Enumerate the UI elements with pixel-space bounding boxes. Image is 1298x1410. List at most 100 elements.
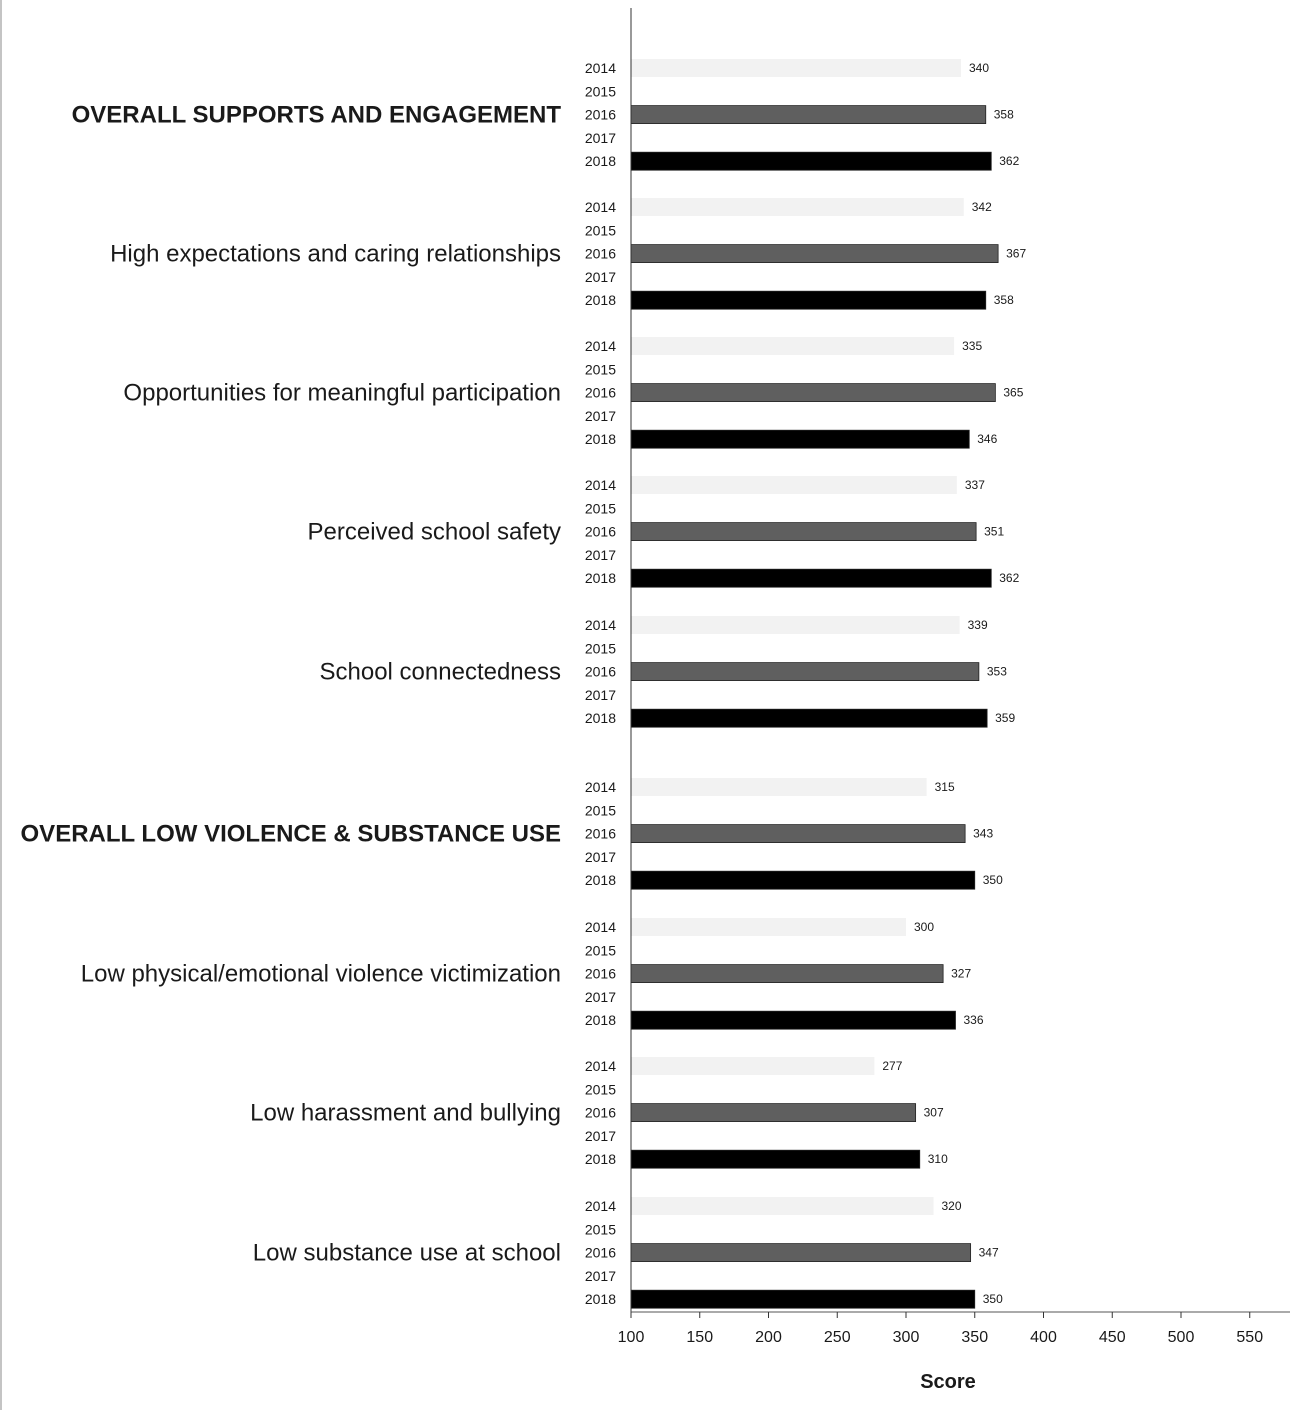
category-label-opportunities-for-meaningful-participation: Opportunities for meaningful participati… xyxy=(123,380,561,407)
x-tick-label: 550 xyxy=(1236,1329,1263,1346)
value-label-overall-low-violence-substance-use-2016: 343 xyxy=(973,827,993,841)
value-label-opportunities-for-meaningful-participation-2016: 365 xyxy=(1003,386,1023,400)
value-label-low-physical-emotional-violence-victimization-2016: 327 xyxy=(951,967,971,981)
year-label: 2014 xyxy=(585,1058,616,1074)
x-tick-label: 400 xyxy=(1030,1329,1057,1346)
year-label: 2017 xyxy=(585,687,616,703)
value-label-perceived-school-safety-2014: 337 xyxy=(965,478,985,492)
year-label: 2015 xyxy=(585,640,616,656)
year-label: 2016 xyxy=(585,524,616,540)
year-label: 2015 xyxy=(585,802,616,818)
category-label-low-harassment-and-bullying: Low harassment and bullying xyxy=(250,1100,561,1127)
bar-low-physical-emotional-violence-victimization-2018 xyxy=(630,1010,956,1030)
value-label-low-substance-use-at-school-2014: 320 xyxy=(942,1199,962,1213)
bar-low-harassment-and-bullying-2016 xyxy=(630,1103,917,1122)
labels-layer: OVERALL SUPPORTS AND ENGAGEMENT 2014 340 20… xyxy=(21,60,1027,1307)
year-label: 2016 xyxy=(585,1245,616,1261)
bar-perceived-school-safety-2014 xyxy=(631,476,957,494)
bar-school-connectedness-2014 xyxy=(631,616,960,634)
x-tick-label: 300 xyxy=(893,1329,920,1346)
year-label: 2016 xyxy=(585,385,616,401)
year-label: 2016 xyxy=(585,826,616,842)
category-label-high-expectations-and-caring-relationships: High expectations and caring relationshi… xyxy=(110,241,561,268)
bars-layer xyxy=(630,59,999,1309)
year-label: 2014 xyxy=(585,338,616,354)
bar-opportunities-for-meaningful-participation-2014 xyxy=(631,337,955,355)
year-label: 2018 xyxy=(585,1012,616,1028)
year-label: 2015 xyxy=(585,942,616,958)
year-label: 2014 xyxy=(585,1198,616,1214)
category-label-overall-supports-and-engagement: OVERALL SUPPORTS AND ENGAGEMENT xyxy=(72,102,562,129)
year-label: 2018 xyxy=(585,872,616,888)
bar-overall-low-violence-substance-use-2016 xyxy=(630,824,966,843)
value-label-low-substance-use-at-school-2018: 350 xyxy=(983,1292,1003,1306)
bar-perceived-school-safety-2016 xyxy=(630,522,977,541)
x-tick-label: 250 xyxy=(824,1329,851,1346)
bar-low-substance-use-at-school-2014 xyxy=(631,1197,934,1215)
year-label: 2017 xyxy=(585,849,616,865)
bar-overall-supports-and-engagement-2014 xyxy=(631,59,961,77)
value-label-low-harassment-and-bullying-2016: 307 xyxy=(924,1106,944,1120)
x-tick-label: 350 xyxy=(961,1329,988,1346)
year-label: 2015 xyxy=(585,500,616,516)
bar-school-connectedness-2016 xyxy=(630,662,980,681)
year-label: 2014 xyxy=(585,779,616,795)
year-label: 2018 xyxy=(585,153,616,169)
year-label: 2015 xyxy=(585,83,616,99)
year-label: 2015 xyxy=(585,222,616,238)
bar-overall-supports-and-engagement-2018 xyxy=(630,151,992,171)
year-label: 2017 xyxy=(585,1268,616,1284)
year-label: 2016 xyxy=(585,664,616,680)
value-label-overall-supports-and-engagement-2016: 358 xyxy=(994,108,1014,122)
value-label-high-expectations-and-caring-relationships-2018: 358 xyxy=(994,293,1014,307)
bar-low-harassment-and-bullying-2014 xyxy=(631,1057,875,1075)
bar-high-expectations-and-caring-relationships-2018 xyxy=(630,290,987,310)
category-label-overall-low-violence-substance-use: OVERALL LOW VIOLENCE & SUBSTANCE USE xyxy=(21,821,561,848)
bar-overall-low-violence-substance-use-2014 xyxy=(631,778,927,796)
value-label-high-expectations-and-caring-relationships-2016: 367 xyxy=(1006,247,1026,261)
bar-opportunities-for-meaningful-participation-2018 xyxy=(630,429,970,449)
year-label: 2014 xyxy=(585,477,616,493)
year-label: 2014 xyxy=(585,617,616,633)
value-label-overall-supports-and-engagement-2018: 362 xyxy=(999,154,1019,168)
category-label-low-substance-use-at-school: Low substance use at school xyxy=(253,1240,561,1267)
year-label: 2018 xyxy=(585,1151,616,1167)
year-label: 2018 xyxy=(585,431,616,447)
value-label-overall-supports-and-engagement-2014: 340 xyxy=(969,61,989,75)
year-label: 2017 xyxy=(585,547,616,563)
x-tick-label: 150 xyxy=(686,1329,713,1346)
bar-low-physical-emotional-violence-victimization-2016 xyxy=(630,964,944,983)
x-tick-label: 200 xyxy=(755,1329,782,1346)
year-label: 2016 xyxy=(585,1105,616,1121)
value-label-low-harassment-and-bullying-2018: 310 xyxy=(928,1152,948,1166)
value-label-perceived-school-safety-2018: 362 xyxy=(999,571,1019,585)
value-label-opportunities-for-meaningful-participation-2018: 346 xyxy=(977,432,997,446)
value-label-opportunities-for-meaningful-participation-2014: 335 xyxy=(962,339,982,353)
bar-school-connectedness-2018 xyxy=(630,708,988,728)
category-label-school-connectedness: School connectedness xyxy=(320,659,562,686)
bar-low-harassment-and-bullying-2018 xyxy=(630,1149,921,1169)
year-label: 2016 xyxy=(585,966,616,982)
value-label-low-substance-use-at-school-2016: 347 xyxy=(979,1246,999,1260)
x-tick-label: 100 xyxy=(618,1329,645,1346)
year-label: 2014 xyxy=(585,919,616,935)
year-label: 2018 xyxy=(585,570,616,586)
bar-perceived-school-safety-2018 xyxy=(630,568,992,588)
category-label-low-physical-emotional-violence-victimization: Low physical/emotional violence victimiz… xyxy=(81,961,561,988)
bar-opportunities-for-meaningful-participation-2016 xyxy=(630,383,996,403)
category-label-perceived-school-safety: Perceived school safety xyxy=(308,519,561,546)
bar-low-substance-use-at-school-2016 xyxy=(630,1243,972,1262)
year-label: 2018 xyxy=(585,710,616,726)
year-label: 2016 xyxy=(585,246,616,262)
x-tick-label: 500 xyxy=(1168,1329,1195,1346)
year-label: 2015 xyxy=(585,1221,616,1237)
year-label: 2016 xyxy=(585,107,616,123)
bar-high-expectations-and-caring-relationships-2016 xyxy=(630,244,999,264)
bar-low-physical-emotional-violence-victimization-2014 xyxy=(631,918,906,936)
value-label-low-harassment-and-bullying-2014: 277 xyxy=(882,1059,902,1073)
x-axis-title: Score xyxy=(920,1371,976,1393)
value-label-low-physical-emotional-violence-victimization-2014: 300 xyxy=(914,920,934,934)
year-label: 2014 xyxy=(585,60,616,76)
value-label-low-physical-emotional-violence-victimization-2018: 336 xyxy=(964,1013,984,1027)
